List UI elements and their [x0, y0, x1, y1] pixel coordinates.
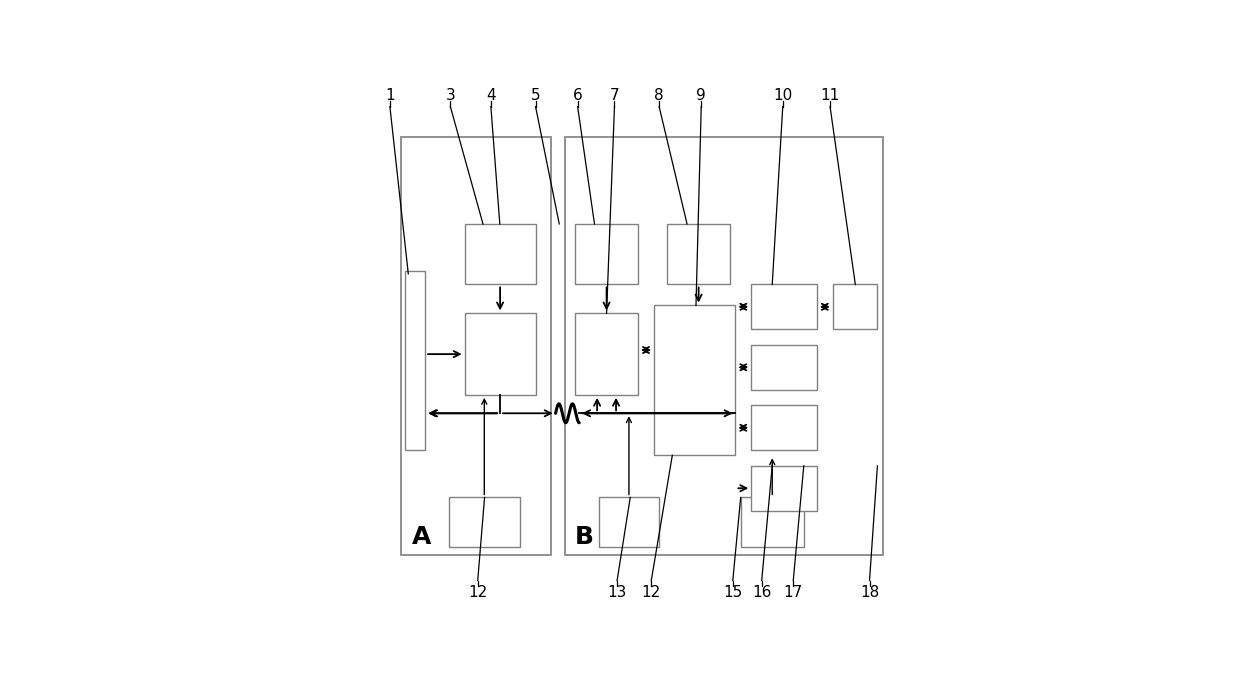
Bar: [751, 406, 817, 450]
Text: 12: 12: [469, 585, 487, 600]
Text: 18: 18: [859, 585, 879, 600]
Text: 16: 16: [751, 585, 771, 600]
Text: 8: 8: [655, 87, 663, 102]
Bar: [751, 466, 817, 511]
Text: 9: 9: [697, 87, 706, 102]
Text: 15: 15: [723, 585, 743, 600]
Bar: [402, 137, 552, 555]
Bar: [575, 313, 639, 395]
Text: 13: 13: [608, 585, 626, 600]
Bar: [599, 497, 660, 547]
Text: 7: 7: [610, 87, 619, 102]
Bar: [575, 224, 639, 284]
Text: B: B: [575, 525, 594, 549]
Bar: [465, 224, 536, 284]
Text: 3: 3: [445, 87, 455, 102]
Bar: [751, 284, 817, 329]
Bar: [653, 305, 735, 456]
Text: 1: 1: [386, 87, 394, 102]
Bar: [751, 345, 817, 389]
Bar: [465, 313, 536, 395]
Bar: [833, 284, 878, 329]
Text: 12: 12: [641, 585, 661, 600]
Text: 4: 4: [486, 87, 496, 102]
Text: 11: 11: [821, 87, 839, 102]
Text: A: A: [412, 525, 432, 549]
Bar: [564, 137, 883, 555]
Bar: [740, 497, 804, 547]
Text: 6: 6: [573, 87, 583, 102]
Bar: [405, 271, 425, 450]
Bar: [449, 497, 520, 547]
Bar: [667, 224, 730, 284]
Text: 17: 17: [784, 585, 802, 600]
Text: 5: 5: [531, 87, 541, 102]
Text: 10: 10: [773, 87, 792, 102]
